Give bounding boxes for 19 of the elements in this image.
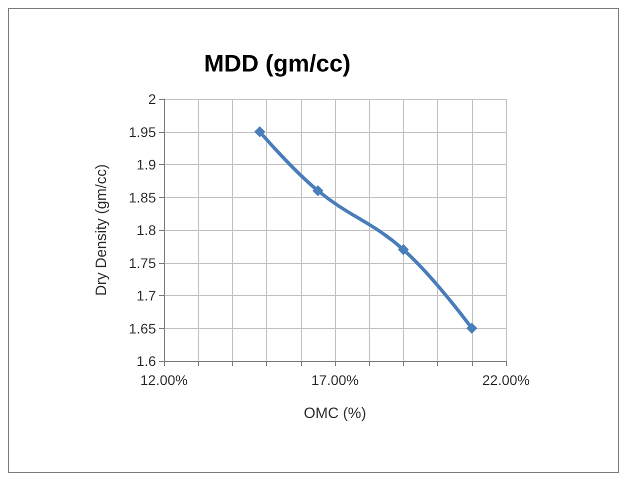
x-tick-label: 17.00% bbox=[311, 372, 359, 388]
point bbox=[466, 322, 478, 334]
y-tick-label: 1.6 bbox=[136, 353, 156, 369]
y-tick-label: 2 bbox=[148, 91, 156, 107]
y-tick-label: 1.9 bbox=[136, 156, 156, 172]
y-tick-label: 1.75 bbox=[128, 254, 156, 271]
x-tick-label: 22.00% bbox=[482, 372, 530, 388]
y-tick-label: 1.8 bbox=[136, 222, 156, 238]
y-axis-title: Dry Density (gm/cc) bbox=[93, 164, 110, 296]
y-tick-label: 1.85 bbox=[128, 189, 156, 206]
chart-title: MDD (gm/cc) bbox=[204, 50, 351, 78]
point bbox=[312, 185, 324, 196]
y-tick-label: 1.7 bbox=[136, 288, 156, 304]
y-tick-label: 1.65 bbox=[128, 320, 156, 336]
x-axis-title: OMC (%) bbox=[304, 405, 366, 422]
point bbox=[254, 126, 266, 138]
x-tick-label: 12.00% bbox=[140, 372, 188, 388]
y-tick-label: 1.95 bbox=[128, 124, 156, 140]
point bbox=[398, 244, 409, 256]
